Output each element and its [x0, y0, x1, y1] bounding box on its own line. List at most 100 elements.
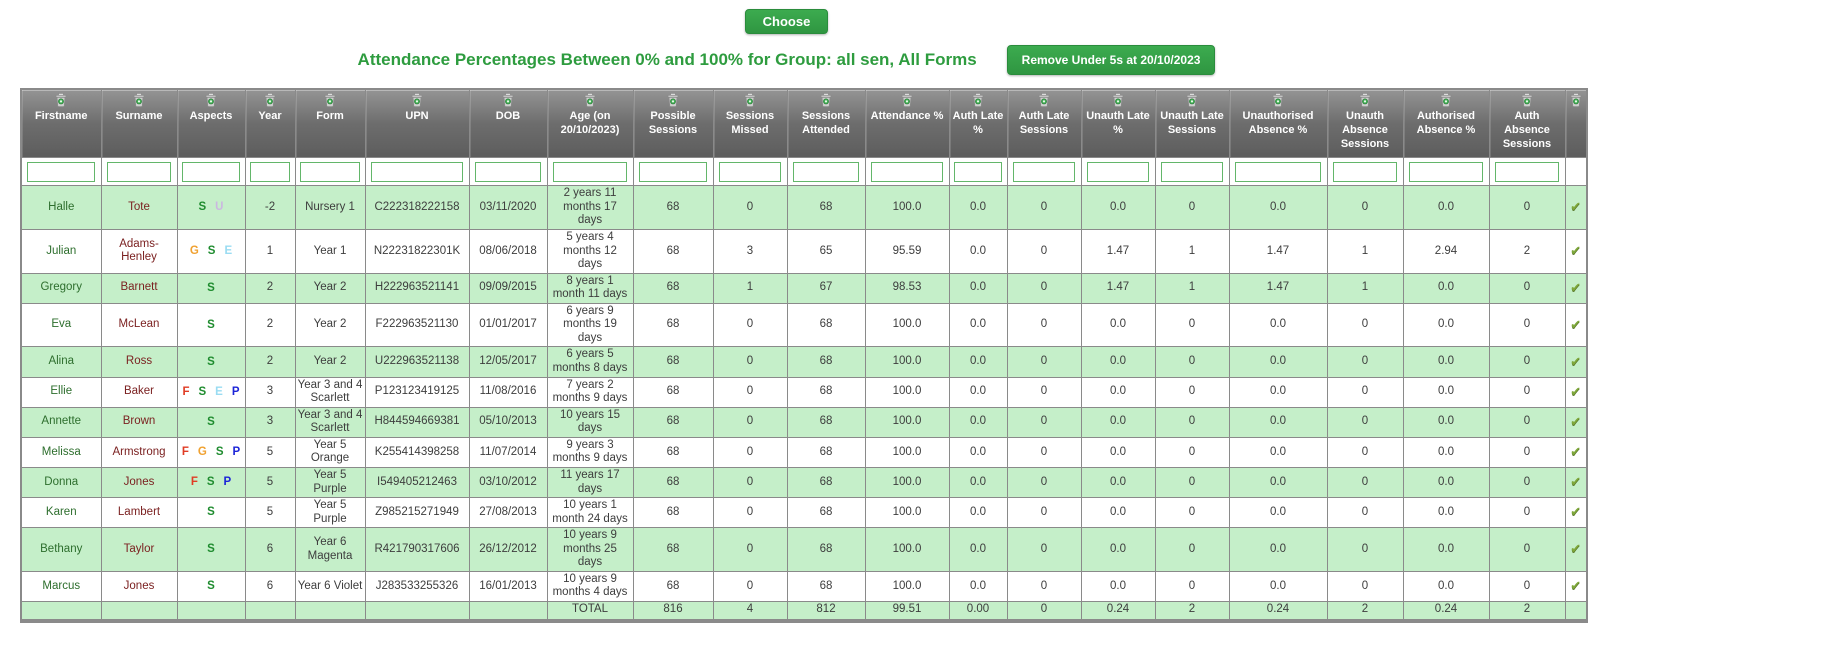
- bin-icon[interactable]: [1330, 93, 1401, 108]
- column-header-auth_late_sessions[interactable]: Auth Late Sessions: [1006, 88, 1082, 159]
- filter-input-firstname[interactable]: [27, 161, 96, 182]
- choose-button[interactable]: Choose: [744, 9, 829, 34]
- cell-firstname: Melissa: [20, 436, 102, 468]
- check-icon[interactable]: ✔: [1570, 474, 1582, 490]
- filter-input-unauth_late_pct[interactable]: [1086, 161, 1150, 182]
- filter-input-unauth_absence_sessions[interactable]: [1332, 161, 1398, 182]
- filter-input-dob[interactable]: [474, 161, 542, 182]
- check-icon[interactable]: ✔: [1570, 316, 1582, 332]
- bin-icon[interactable]: [104, 93, 175, 108]
- table-row[interactable]: Eva McLean S 2 Year 2 F222963521130 01/01/2017…: [20, 302, 1588, 348]
- filter-input-aspects[interactable]: [182, 161, 240, 182]
- filter-cell-dob: [468, 157, 548, 187]
- check-icon[interactable]: ✔: [1570, 504, 1582, 520]
- column-header-firstname[interactable]: Firstname: [20, 88, 102, 159]
- column-header-sessions_missed[interactable]: Sessions Missed: [712, 88, 788, 159]
- table-row[interactable]: Bethany Taylor S 6 Year 6 Magenta R4217903176…: [20, 527, 1588, 572]
- bin-icon[interactable]: [368, 93, 467, 108]
- bin-icon[interactable]: [472, 93, 545, 108]
- cell-dob: 03/11/2020: [468, 185, 548, 230]
- check-icon[interactable]: ✔: [1570, 383, 1582, 399]
- table-row[interactable]: Karen Lambert S 5 Year 5 Purple Z985215271949…: [20, 497, 1588, 529]
- filter-input-unauth_late_sessions[interactable]: [1160, 161, 1224, 182]
- table-row[interactable]: Julian Adams-Henley G S E 1 Year 1 N22231822301…: [20, 228, 1588, 274]
- cell-age: 10 years 9 months 4 days: [546, 570, 634, 603]
- column-header-dob[interactable]: DOB: [468, 88, 548, 159]
- filter-input-authorised_absence_pct[interactable]: [1408, 161, 1484, 182]
- filter-input-auth_late_pct[interactable]: [954, 161, 1002, 182]
- column-header-unauth_late_sessions[interactable]: Unauth Late Sessions: [1154, 88, 1230, 159]
- table-row[interactable]: Ellie Baker F S E P 3 Year 3 and 4 Scarlett P123…: [20, 376, 1588, 408]
- column-header-authorised_absence_pct[interactable]: Authorised Absence %: [1402, 88, 1490, 159]
- filter-input-age[interactable]: [552, 161, 628, 182]
- check-icon[interactable]: ✔: [1570, 578, 1582, 594]
- check-icon[interactable]: ✔: [1570, 279, 1582, 295]
- cell-unauth_late_pct: 0.0: [1080, 497, 1156, 529]
- column-header-sessions_attended[interactable]: Sessions Attended: [786, 88, 866, 159]
- column-header-aspects[interactable]: Aspects: [176, 88, 246, 159]
- filter-input-upn[interactable]: [371, 161, 463, 182]
- bin-icon[interactable]: [298, 93, 363, 108]
- aspect-badge-E: E: [215, 385, 223, 398]
- column-header-auth_absence_sessions[interactable]: Auth Absence Sessions: [1488, 88, 1566, 159]
- remove-under5s-button[interactable]: Remove Under 5s at 20/10/2023: [1006, 45, 1216, 75]
- bin-icon[interactable]: [248, 93, 293, 108]
- filter-input-auth_late_sessions[interactable]: [1012, 161, 1076, 182]
- bin-icon[interactable]: [1406, 93, 1487, 108]
- filter-input-unauthorised_absence_pct[interactable]: [1235, 161, 1321, 182]
- filter-input-attendance_pct[interactable]: [870, 161, 944, 182]
- filter-input-sessions_attended[interactable]: [792, 161, 860, 182]
- column-header-unauthorised_absence_pct[interactable]: Unauthorised Absence %: [1228, 88, 1328, 159]
- column-header-surname[interactable]: Surname: [100, 88, 178, 159]
- column-header-age[interactable]: Age (on 20/10/2023): [546, 88, 634, 159]
- filter-input-possible_sessions[interactable]: [638, 161, 708, 182]
- cell-attendance_pct: 100.0: [864, 436, 950, 468]
- filter-input-year[interactable]: [249, 161, 291, 182]
- bin-icon[interactable]: [636, 93, 711, 108]
- bin-icon[interactable]: [1492, 93, 1563, 108]
- cell-auth_late_pct: 0.0: [948, 228, 1008, 274]
- check-icon[interactable]: ✔: [1570, 541, 1582, 557]
- column-header-upn[interactable]: UPN: [364, 88, 470, 159]
- column-header-unauth_absence_sessions[interactable]: Unauth Absence Sessions: [1326, 88, 1404, 159]
- cell-authorised_absence_pct: 2.94: [1402, 228, 1490, 274]
- bin-icon[interactable]: [1158, 93, 1227, 108]
- column-header-actions[interactable]: [1564, 88, 1588, 159]
- check-icon[interactable]: ✔: [1570, 413, 1582, 429]
- bin-icon[interactable]: [1232, 93, 1325, 108]
- bin-icon[interactable]: [716, 93, 785, 108]
- table-row[interactable]: Halle Tote S U -2 Nursery 1 C222318222158 03/11…: [20, 185, 1588, 230]
- bin-icon[interactable]: [1010, 93, 1079, 108]
- table-row[interactable]: Marcus Jones S 6 Year 6 Violet J283533255326 1…: [20, 570, 1588, 603]
- cell-dob: 08/06/2018: [468, 228, 548, 274]
- bin-icon[interactable]: [790, 93, 863, 108]
- table-row[interactable]: Melissa Armstrong F G S P 5 Year 5 Orange K25541…: [20, 436, 1588, 468]
- table-row[interactable]: Alina Ross S 2 Year 2 U222963521138 12/05/2017…: [20, 346, 1588, 378]
- bin-icon[interactable]: [1568, 93, 1585, 108]
- bin-icon[interactable]: [1084, 93, 1153, 108]
- filter-input-auth_absence_sessions[interactable]: [1494, 161, 1560, 182]
- check-icon[interactable]: ✔: [1570, 353, 1582, 369]
- bin-icon[interactable]: [952, 93, 1005, 108]
- bin-icon[interactable]: [24, 93, 99, 108]
- column-header-unauth_late_pct[interactable]: Unauth Late %: [1080, 88, 1156, 159]
- bin-icon[interactable]: [550, 93, 631, 108]
- check-icon[interactable]: ✔: [1570, 243, 1582, 258]
- filter-input-form[interactable]: [300, 161, 360, 182]
- column-header-year[interactable]: Year: [244, 88, 296, 159]
- bin-icon[interactable]: [868, 93, 947, 108]
- column-header-auth_late_pct[interactable]: Auth Late %: [948, 88, 1008, 159]
- filter-input-surname[interactable]: [106, 161, 172, 182]
- check-icon[interactable]: ✔: [1570, 444, 1582, 460]
- table-row[interactable]: Annette Brown S 3 Year 3 and 4 Scarlett H8445…: [20, 406, 1588, 438]
- column-header-possible_sessions[interactable]: Possible Sessions: [632, 88, 714, 159]
- filter-input-sessions_missed[interactable]: [718, 161, 782, 182]
- table-row[interactable]: Donna Jones F S P 5 Year 5 Purple I549405212463…: [20, 466, 1588, 499]
- check-icon[interactable]: ✔: [1570, 199, 1582, 215]
- column-header-attendance_pct[interactable]: Attendance %: [864, 88, 950, 159]
- bin-icon[interactable]: [180, 93, 243, 108]
- table-row[interactable]: Gregory Barnett S 2 Year 2 H222963521141 09/09…: [20, 272, 1588, 304]
- column-header-form[interactable]: Form: [294, 88, 366, 159]
- cell-surname: Adams-Henley: [100, 228, 178, 274]
